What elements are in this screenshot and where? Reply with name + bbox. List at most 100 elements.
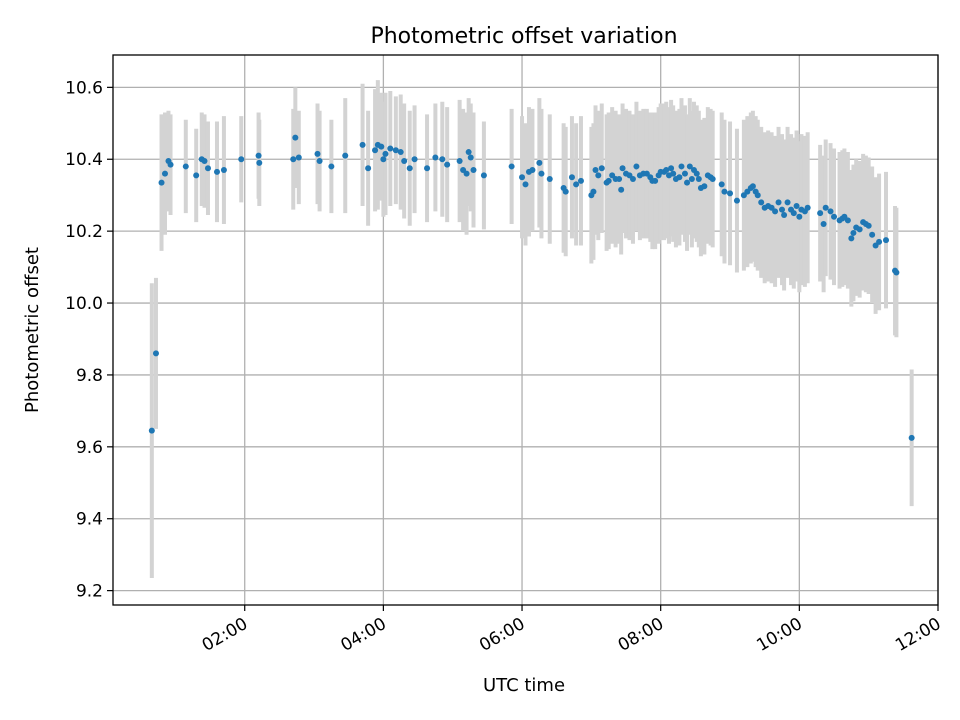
data-point [790,210,797,217]
data-point [779,206,786,213]
data-point [693,170,700,177]
data-point [397,149,404,156]
data-point [290,156,297,163]
data-point [238,156,245,163]
data-point [850,229,857,236]
data-point [684,179,691,186]
data-point [758,199,765,206]
x-tick-label: 06:00 [476,614,528,656]
data-point [869,231,876,238]
x-axis-label: UTC time [483,675,565,696]
data-point [676,174,683,181]
data-point [618,186,625,193]
data-point [359,141,366,148]
x-tick-label: 12:00 [892,614,944,656]
data-point [424,165,431,172]
data-point [467,154,474,161]
x-tick-label: 02:00 [199,614,251,656]
data-point [439,156,446,163]
data-point [820,220,827,227]
data-point [590,188,597,195]
data-point [848,235,855,242]
data-point [772,208,779,215]
data-point [827,208,834,215]
data-point [378,143,385,150]
data-point [754,192,761,199]
data-points [148,134,915,441]
data-point [392,147,399,154]
data-point [546,176,553,183]
data-point [817,210,824,217]
data-point [522,181,529,188]
data-point [784,199,791,206]
data-point [529,167,536,174]
data-point [295,154,302,161]
data-point [161,170,168,177]
data-point [201,158,208,165]
data-point [681,170,688,177]
data-point [652,177,659,184]
data-point [255,152,262,159]
data-point [605,177,612,184]
data-point [844,217,851,224]
y-tick-label: 10.4 [65,150,103,170]
data-point [598,165,605,172]
data-point [796,213,803,220]
data-point [314,150,321,157]
data-point [893,269,900,276]
data-point [686,163,693,170]
data-point [775,199,782,206]
data-point [167,161,174,168]
y-tick-label: 9.4 [76,510,103,530]
y-tick-label: 10.6 [65,78,103,98]
y-axis-ticks: 9.2 9.4 9.6 9.8 10.0 10.2 10.4 10.6 [65,78,113,602]
chart-title: Photometric offset variation [370,24,677,49]
data-point [536,159,543,166]
data-point [148,427,155,434]
data-point [781,211,788,218]
data-point [182,163,189,170]
data-point [709,176,716,183]
x-tick-label: 10:00 [753,614,805,656]
data-point [328,163,335,170]
data-point [406,165,413,172]
data-point [372,147,379,154]
data-point [387,145,394,152]
data-point [508,163,515,170]
data-point [668,165,675,172]
data-point [701,183,708,190]
data-point [444,161,451,168]
data-point [411,156,418,163]
data-point [256,159,263,166]
x-axis-ticks: 02:00 04:00 06:00 08:00 10:00 12:00 [199,605,945,656]
data-point [401,158,408,165]
data-point [158,179,165,186]
data-point [568,174,575,181]
x-tick-label: 08:00 [615,614,667,656]
data-point [382,150,389,157]
data-point [804,204,811,211]
data-point [695,176,702,183]
data-point [663,167,670,174]
data-point [204,165,211,172]
data-point [342,152,349,159]
data-point [678,163,685,170]
data-point [721,188,728,195]
data-point [688,176,695,183]
y-tick-label: 9.8 [76,366,103,386]
data-point [577,177,584,184]
y-tick-label: 10.2 [65,222,103,242]
data-point [432,154,439,161]
data-point [365,165,372,172]
plot-frame [112,54,939,606]
data-point [619,165,626,172]
data-point [727,190,734,197]
data-point [292,134,299,141]
data-point [595,172,602,179]
data-point [470,167,477,174]
error-bars [149,80,914,579]
data-point [519,174,526,181]
data-point [592,167,599,174]
data-point [616,176,623,183]
data-point [456,158,463,165]
